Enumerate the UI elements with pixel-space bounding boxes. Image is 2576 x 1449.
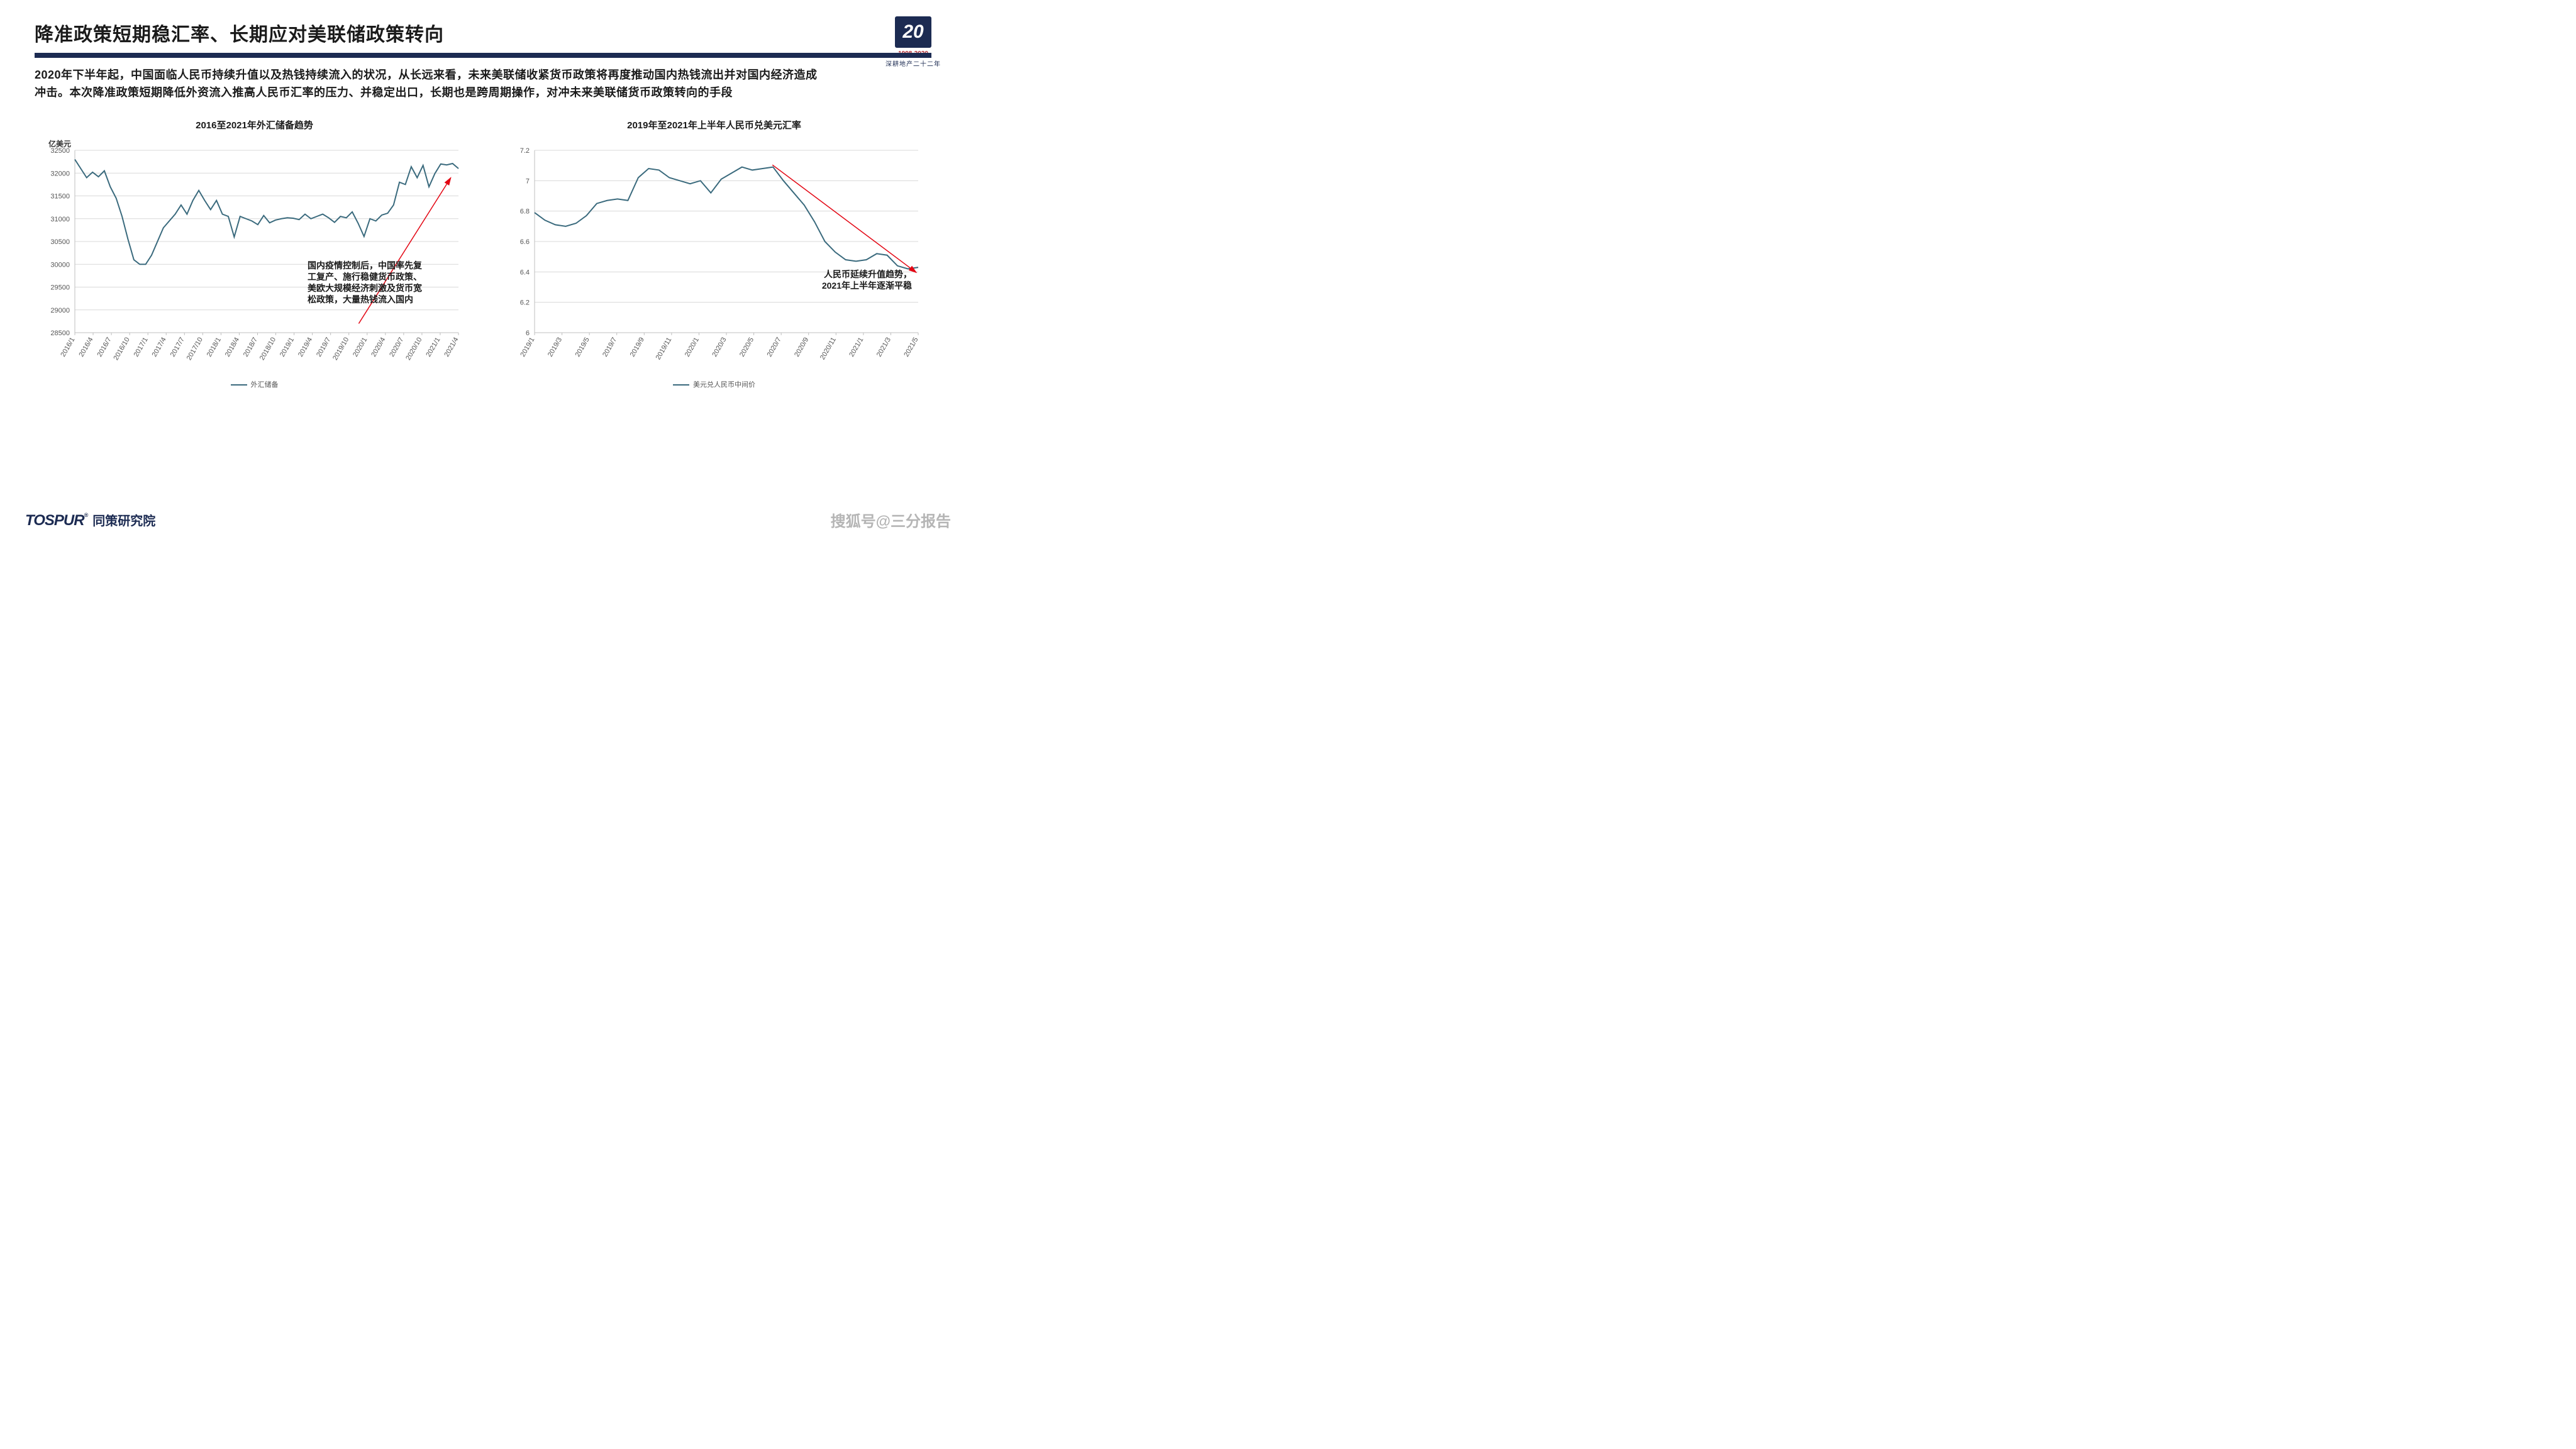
page-subtitle: 2020年下半年起，中国面临人民币持续升值以及热钱持续流入的状况，从长远来看，未… — [35, 67, 827, 102]
chart-left: 2016至2021年外汇储备趋势 28500 29000 29500 30000 305… — [37, 118, 472, 389]
svg-text:2019/5: 2019/5 — [574, 336, 591, 358]
chart2-legend: 美元兑人民币中间价 — [497, 379, 931, 389]
svg-text:2017/10: 2017/10 — [186, 336, 204, 361]
svg-text:2021/4: 2021/4 — [443, 336, 460, 358]
svg-text:2021/1: 2021/1 — [425, 336, 441, 358]
svg-text:2019/10: 2019/10 — [331, 336, 350, 361]
watermark: 搜狐号@三分报告 — [831, 509, 951, 531]
svg-text:2020/4: 2020/4 — [370, 336, 387, 358]
svg-text:2016/7: 2016/7 — [96, 336, 113, 358]
svg-text:28500: 28500 — [50, 330, 70, 337]
brand-logo: TOSPUR® — [25, 512, 87, 530]
svg-text:2019/11: 2019/11 — [655, 336, 674, 361]
chart1-legend-label: 外汇储备 — [251, 381, 279, 389]
svg-text:2021/3: 2021/3 — [875, 336, 892, 358]
svg-text:2021/5: 2021/5 — [902, 336, 919, 358]
svg-text:2020/11: 2020/11 — [819, 336, 838, 361]
svg-text:31000: 31000 — [50, 216, 70, 223]
svg-text:国内疫情控制后，中国率先复工复产、施行稳健货币政策、美欧大规: 国内疫情控制后，中国率先复工复产、施行稳健货币政策、美欧大规模经济刺激及货币宽松… — [308, 260, 423, 304]
svg-text:2019/1: 2019/1 — [519, 336, 536, 358]
svg-text:32000: 32000 — [50, 170, 70, 177]
title-block: 降准政策短期稳汇率、长期应对美联储政策转向 2020年下半年起，中国面临人民币持… — [35, 19, 931, 102]
svg-text:31500: 31500 — [50, 192, 70, 200]
svg-text:2020/3: 2020/3 — [711, 336, 728, 358]
footer-brand: TOSPUR® 同策研究院 — [25, 511, 155, 530]
svg-text:2017/7: 2017/7 — [169, 336, 186, 358]
svg-text:2019/9: 2019/9 — [629, 336, 646, 358]
svg-text:2020/9: 2020/9 — [793, 336, 810, 358]
brand-cn: 同策研究院 — [92, 511, 155, 529]
svg-text:7: 7 — [526, 177, 530, 185]
svg-text:2018/10: 2018/10 — [258, 336, 277, 361]
svg-text:2018/4: 2018/4 — [224, 336, 241, 358]
svg-text:30000: 30000 — [50, 261, 70, 269]
svg-text:2019/1: 2019/1 — [279, 336, 296, 358]
svg-text:7.2: 7.2 — [520, 147, 530, 155]
svg-text:29000: 29000 — [50, 307, 70, 314]
svg-text:2017/4: 2017/4 — [151, 336, 168, 358]
svg-text:2018/7: 2018/7 — [242, 336, 259, 358]
svg-text:6.8: 6.8 — [520, 208, 530, 215]
svg-text:2020/1: 2020/1 — [684, 336, 701, 358]
svg-text:2019/4: 2019/4 — [297, 336, 314, 358]
chart2-legend-label: 美元兑人民币中间价 — [693, 381, 755, 389]
svg-text:人民币延续升值趋势，2021年上半年逐渐平稳: 人民币延续升值趋势，2021年上半年逐渐平稳 — [822, 269, 912, 291]
svg-text:2021/1: 2021/1 — [848, 336, 865, 358]
svg-text:2020/7: 2020/7 — [766, 336, 783, 358]
chart1-svg: 28500 29000 29500 30000 30500 31000 31500 32000… — [37, 138, 465, 377]
title-underline — [35, 53, 931, 58]
chart-right: 2019年至2021年上半年人民币兑美元汇率 6 6.2 6.4 6.6 6.8 7 7.2… — [497, 118, 931, 389]
svg-text:2020/5: 2020/5 — [738, 336, 755, 358]
svg-text:2016/4: 2016/4 — [77, 336, 94, 358]
svg-text:6.2: 6.2 — [520, 299, 530, 306]
svg-text:6: 6 — [526, 330, 530, 337]
footer: TOSPUR® 同策研究院 搜狐号@三分报告 — [0, 506, 966, 537]
svg-text:2019/3: 2019/3 — [547, 336, 564, 358]
svg-text:6.6: 6.6 — [520, 238, 530, 246]
svg-text:2019/7: 2019/7 — [315, 336, 332, 358]
svg-text:2017/1: 2017/1 — [133, 336, 150, 358]
svg-text:29500: 29500 — [50, 284, 70, 291]
page-title: 降准政策短期稳汇率、长期应对美联储政策转向 — [35, 19, 931, 47]
svg-text:6.4: 6.4 — [520, 269, 530, 276]
svg-text:2020/10: 2020/10 — [404, 336, 423, 361]
svg-text:2019/7: 2019/7 — [601, 336, 618, 358]
chart1-legend: 外汇储备 — [37, 379, 472, 389]
svg-text:2016/10: 2016/10 — [112, 336, 131, 361]
chart2-svg: 6 6.2 6.4 6.6 6.8 7 7.2 2019/1 2019/3 2019/5 2019/… — [497, 138, 924, 377]
svg-text:2020/7: 2020/7 — [388, 336, 405, 358]
chart2-title: 2019年至2021年上半年人民币兑美元汇率 — [497, 118, 931, 131]
svg-text:30500: 30500 — [50, 238, 70, 246]
svg-text:亿美元: 亿美元 — [48, 139, 71, 148]
svg-text:2020/1: 2020/1 — [352, 336, 369, 358]
svg-text:2018/1: 2018/1 — [206, 336, 223, 358]
chart1-title: 2016至2021年外汇储备趋势 — [37, 118, 472, 131]
svg-text:2016/1: 2016/1 — [59, 336, 76, 358]
